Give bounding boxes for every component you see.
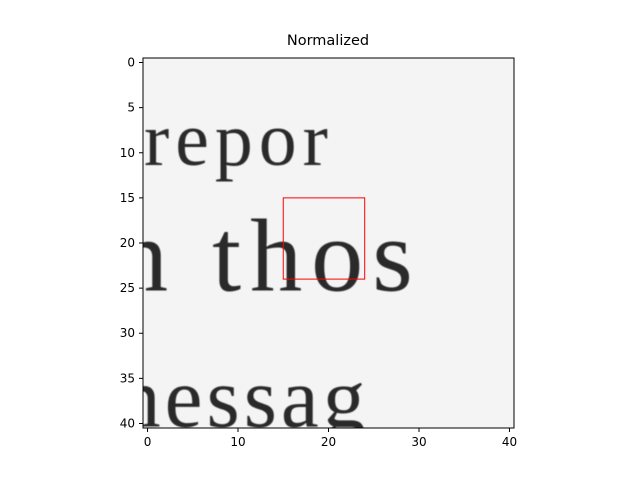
y-tick-label: 25: [120, 281, 135, 295]
y-tick-label: 15: [120, 191, 135, 205]
y-tick-label: 20: [120, 236, 135, 250]
x-tick-label: 30: [411, 435, 426, 449]
y-tick-label: 30: [120, 326, 135, 340]
x-tick-label: 20: [321, 435, 336, 449]
x-tick-label: 0: [144, 435, 152, 449]
image-background: [143, 58, 514, 428]
y-tick-label: 10: [120, 146, 135, 160]
image-text-layer: repor n thos nessag: [116, 98, 422, 445]
chart-title: Normalized: [286, 33, 370, 49]
y-tick-label: 35: [120, 371, 135, 385]
y-tick-label: 40: [120, 416, 135, 430]
x-axis: 0 10 20 30 40: [144, 428, 517, 449]
image-text-line: nessag: [118, 351, 369, 445]
highlight-box: [282, 197, 366, 280]
y-tick-label: 0: [127, 56, 135, 70]
plot-area: repor n thos nessag: [116, 57, 515, 445]
x-tick-label: 10: [230, 435, 245, 449]
y-axis: 0 5 10 15 20 25 30 35 40: [120, 56, 143, 430]
image-text-line: repor: [144, 98, 334, 182]
image-text-line: n thos: [116, 198, 422, 314]
x-tick-label: 40: [502, 435, 517, 449]
y-tick-label: 5: [127, 101, 135, 115]
